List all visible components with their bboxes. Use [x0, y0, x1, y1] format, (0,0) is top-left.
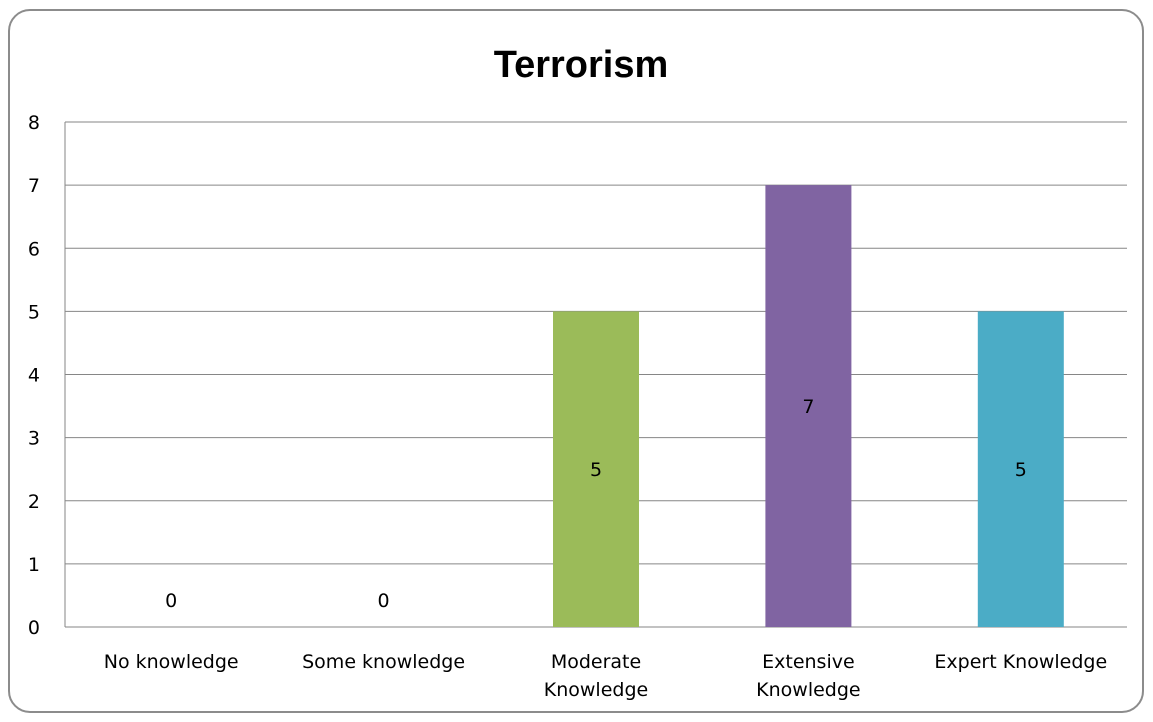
bar-3: [765, 185, 852, 627]
data-label-3: 7: [802, 396, 814, 418]
y-tick-label-6: 6: [28, 238, 40, 260]
category-label-line: Expert Knowledge: [934, 651, 1107, 673]
y-tick-label-0: 0: [28, 617, 40, 639]
category-label-line: Extensive: [762, 651, 855, 673]
y-tick-label-5: 5: [28, 301, 40, 323]
data-label-0: 0: [165, 590, 177, 612]
category-label-4: Expert Knowledge: [934, 651, 1107, 673]
category-label-1: Some knowledge: [302, 651, 465, 673]
category-label-line: Moderate: [551, 651, 641, 673]
y-tick-label-7: 7: [28, 175, 40, 197]
data-label-1: 0: [378, 590, 390, 612]
bar-2: [553, 311, 639, 627]
bars: [553, 185, 1064, 627]
bar-4: [977, 311, 1064, 627]
category-label-line: Some knowledge: [302, 651, 465, 673]
category-label-line: Knowledge: [544, 679, 648, 701]
data-label-2: 5: [590, 459, 602, 481]
category-label-0: No knowledge: [104, 651, 239, 673]
category-label-line: No knowledge: [104, 651, 239, 673]
category-label-line: Knowledge: [756, 679, 860, 701]
category-label-2: Moderate Knowledge: [544, 651, 648, 701]
y-tick-label-2: 2: [28, 491, 40, 513]
y-tick-label-8: 8: [28, 112, 40, 134]
y-tick-label-4: 4: [28, 365, 40, 387]
y-tick-label-1: 1: [28, 554, 40, 576]
labels: 0 1 2 3 4 5 6 7 8 0 No knowledge 0 Some knowledge 5 Mo…: [28, 112, 1107, 701]
y-tick-label-3: 3: [28, 428, 40, 450]
data-label-4: 5: [1015, 459, 1027, 481]
category-label-3: Extensive Knowledge: [756, 651, 860, 701]
chart-title: Terrorism: [494, 44, 669, 86]
